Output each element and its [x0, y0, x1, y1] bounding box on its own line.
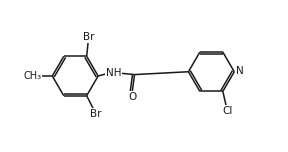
Text: O: O — [128, 92, 137, 102]
Text: CH₃: CH₃ — [23, 71, 41, 81]
Text: Br: Br — [83, 32, 95, 42]
Text: NH: NH — [106, 68, 122, 78]
Text: Br: Br — [90, 109, 101, 119]
Text: Cl: Cl — [222, 106, 233, 116]
Text: N: N — [236, 66, 243, 76]
